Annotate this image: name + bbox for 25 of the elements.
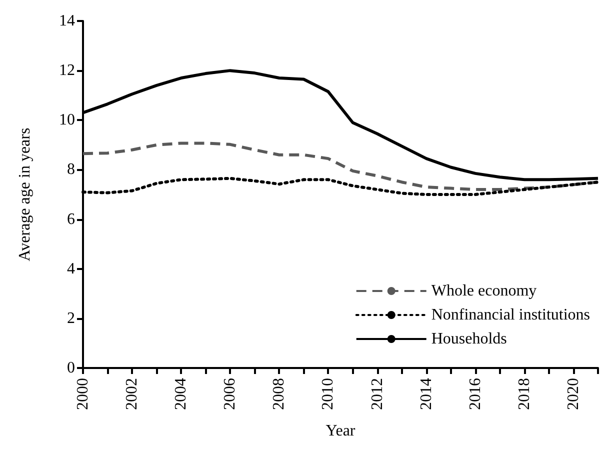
x-tick-label: 2016 [466, 378, 484, 410]
y-tick-label: 14 [59, 12, 75, 30]
x-tick-label: 2006 [222, 378, 239, 410]
y-tick-label: 8 [67, 161, 75, 178]
x-tick-label: 2018 [516, 378, 533, 410]
legend-label: Whole economy [431, 282, 537, 300]
y-tick-label: 10 [59, 112, 75, 129]
line-series [82, 142, 600, 192]
y-tick-label: 2 [67, 310, 75, 327]
y-tick-label: 0 [67, 360, 75, 376]
x-tick-label: 2000 [74, 378, 92, 410]
x-tick-label: 2012 [368, 378, 386, 410]
x-axis-title: Year [326, 422, 356, 440]
x-tick-label: 2004 [172, 378, 190, 410]
y-tick-label: 12 [59, 62, 75, 80]
y-tick-label: 4 [67, 260, 75, 278]
legend-label: Nonfinancial institutions [431, 306, 590, 324]
legend-label: Households [431, 330, 507, 348]
x-tick-label: 2002 [124, 378, 141, 410]
x-tick-label: 2010 [320, 378, 337, 410]
x-tick-label: 2020 [564, 378, 582, 410]
y-axis-title: Average age in years [16, 128, 34, 262]
x-tick-label: 2008 [270, 378, 288, 410]
x-tick-label: 2014 [418, 378, 435, 410]
y-tick-label: 6 [67, 210, 75, 228]
